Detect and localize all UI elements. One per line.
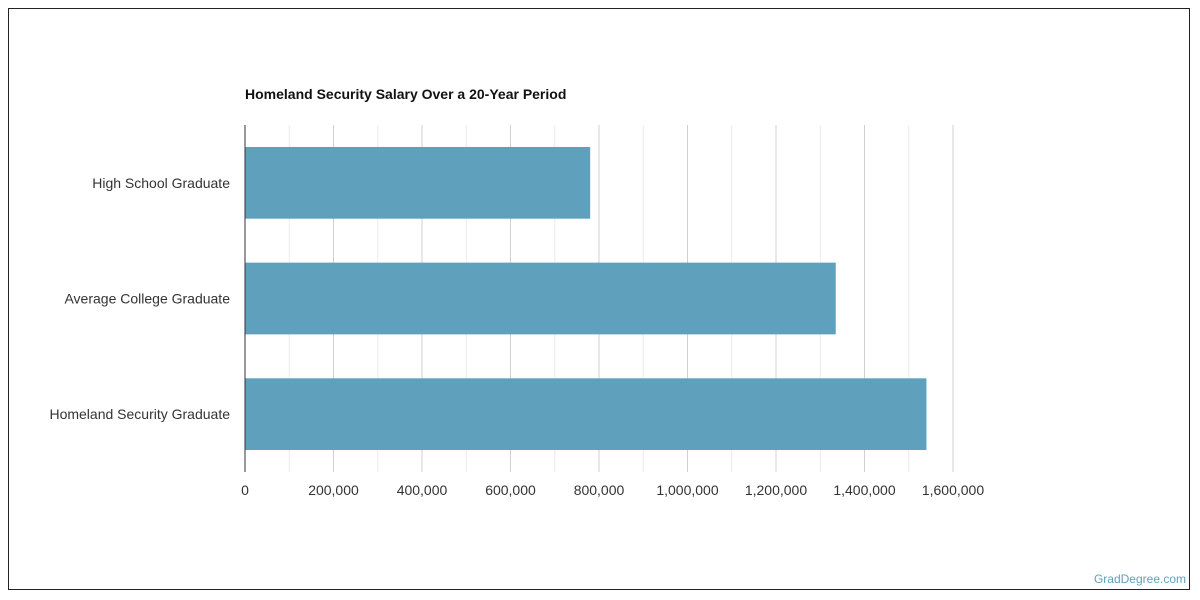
x-tick-label: 0 xyxy=(241,482,249,498)
bar[interactable] xyxy=(245,262,836,335)
chart-title: Homeland Security Salary Over a 20-Year … xyxy=(245,86,566,102)
site-credit[interactable]: GradDegree.com xyxy=(1093,572,1186,586)
x-tick-label: 1,000,000 xyxy=(656,482,718,498)
x-tick-label: 1,600,000 xyxy=(922,482,984,498)
bars xyxy=(245,146,927,451)
category-label: High School Graduate xyxy=(92,175,230,191)
category-label: Homeland Security Graduate xyxy=(49,406,230,422)
x-tick-labels: 0 200,000 400,000 600,000 800,000 1,000,000 1,… xyxy=(241,482,984,498)
x-tick-label: 800,000 xyxy=(574,482,625,498)
x-tick-label: 1,400,000 xyxy=(833,482,895,498)
category-labels: High School Graduate Average College Grad… xyxy=(49,175,230,422)
bar[interactable] xyxy=(245,146,591,219)
x-tick-label: 400,000 xyxy=(397,482,448,498)
bar[interactable] xyxy=(245,378,927,451)
x-tick-label: 600,000 xyxy=(485,482,536,498)
category-label: Average College Graduate xyxy=(64,291,230,307)
x-tick-label: 1,200,000 xyxy=(745,482,807,498)
x-tick-label: 200,000 xyxy=(308,482,359,498)
